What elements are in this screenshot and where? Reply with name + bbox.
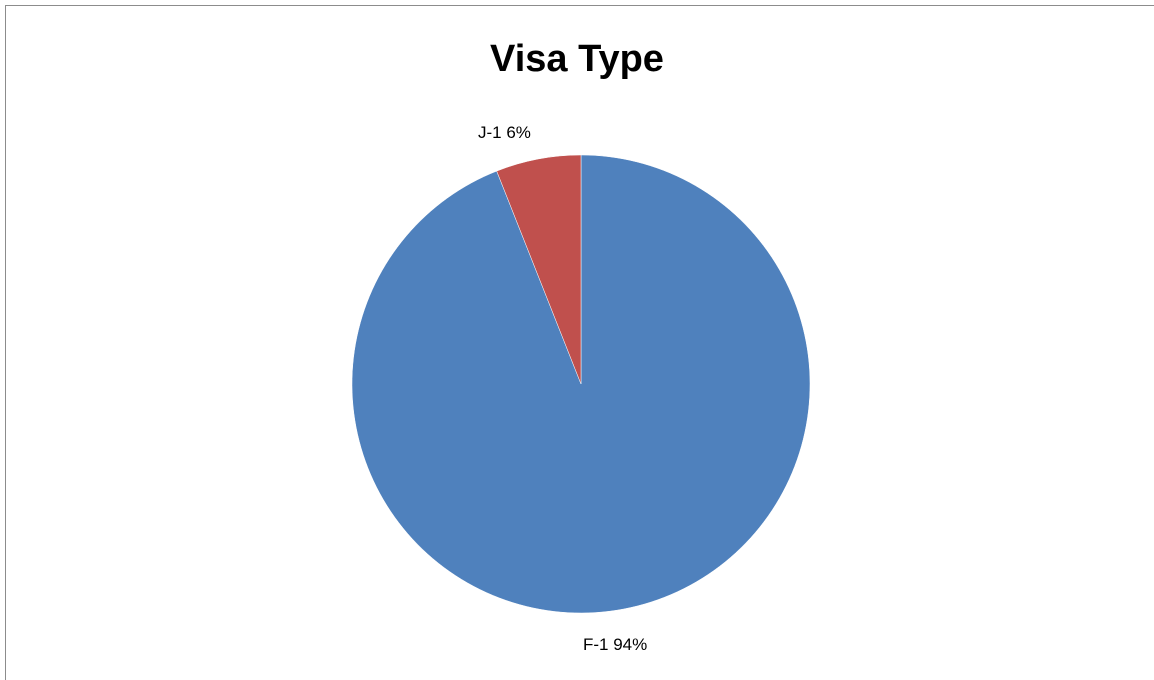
pie-slice-j-1 [496, 154, 582, 385]
data-label-f-1: F-1 94% [583, 635, 647, 654]
chart-title: Visa Type [490, 38, 664, 80]
data-label-j-1: J-1 6% [478, 123, 531, 142]
pie-slice-f-1 [351, 154, 811, 614]
